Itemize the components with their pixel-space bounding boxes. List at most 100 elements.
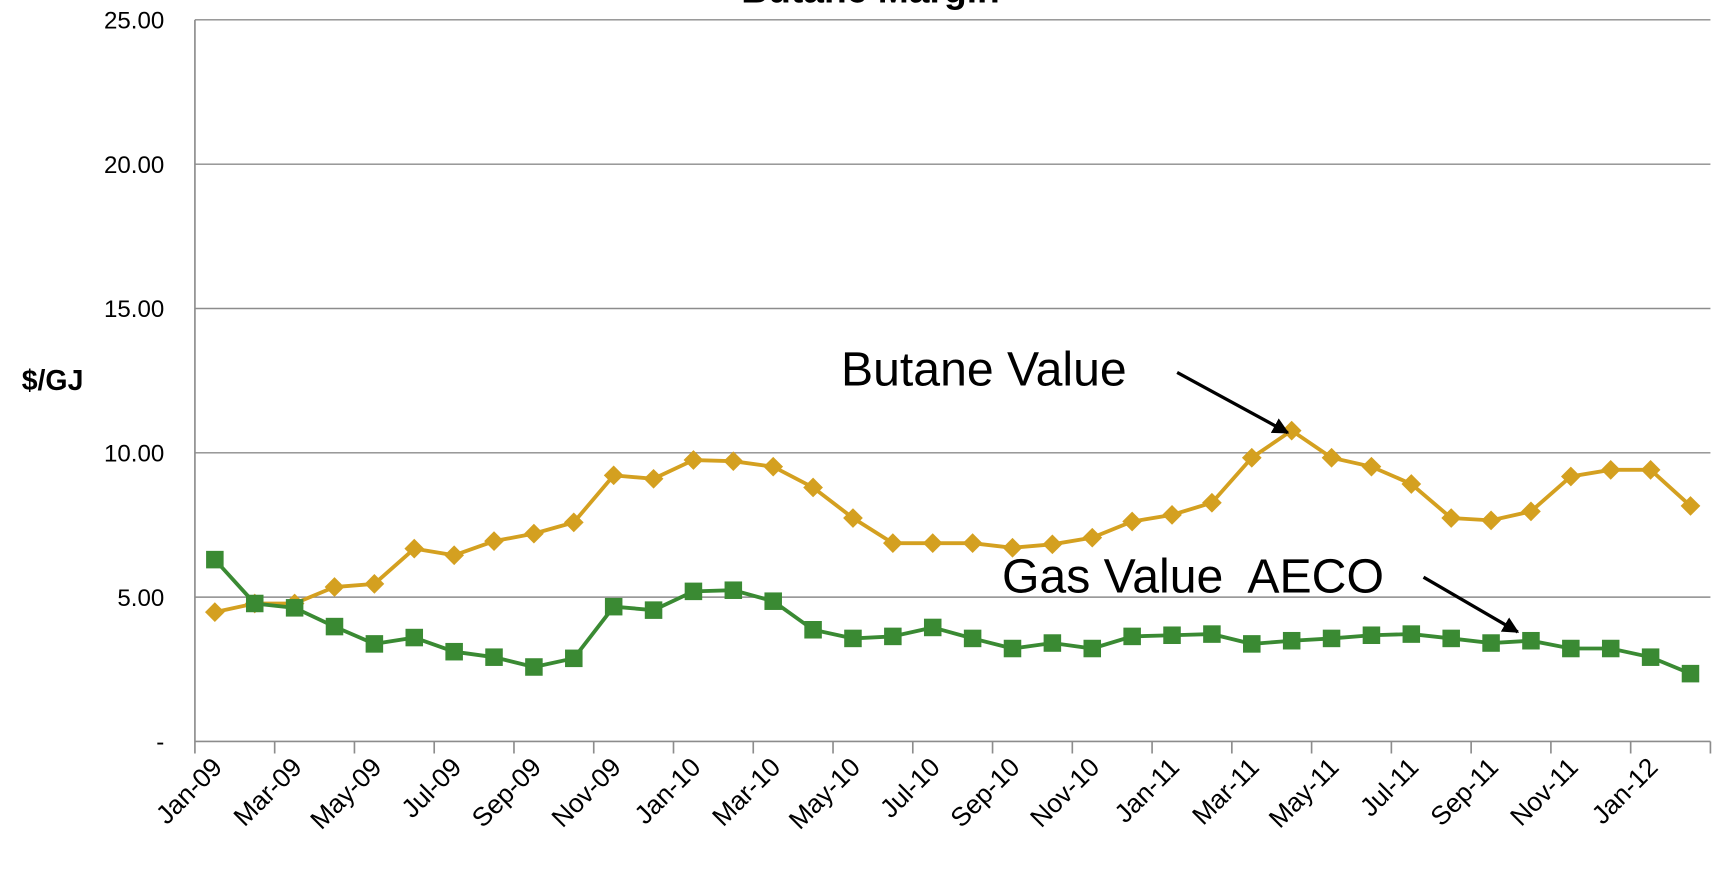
y-tick-label: 25.00 [104,8,164,35]
marker-diamond [484,531,504,551]
marker-square [684,582,703,601]
marker-square [724,581,743,599]
marker-diamond [1401,474,1422,494]
marker-square [1322,629,1341,648]
marker-diamond [563,512,584,533]
marker-square [1083,639,1102,658]
marker-square [1442,629,1460,648]
x-tick-label: May-11 [1263,752,1345,834]
marker-diamond [683,450,704,470]
x-tick-label: Jul-10 [874,752,946,824]
marker-square [1402,625,1421,643]
x-tick-label: Sep-09 [466,752,547,833]
marker-square [1681,664,1700,683]
y-tick-label: 15.00 [104,296,164,323]
x-tick-label: Mar-11 [1186,752,1265,831]
series-line [213,558,1692,676]
annotation: Gas Value AECO [1002,550,1384,604]
marker-diamond [524,523,544,544]
marker-diamond [1481,510,1501,531]
marker-diamond [1082,527,1103,548]
y-tick-label: - [156,729,164,756]
marker-diamond [962,533,983,554]
marker-square [1562,639,1580,658]
marker-diamond [1122,511,1142,532]
marker-square [206,550,224,569]
x-tick-label: Jul-11 [1354,752,1424,822]
marker-square [325,617,344,636]
marker-square [1163,626,1181,645]
marker-diamond [882,533,903,554]
marker-diamond [1680,496,1701,516]
marker-diamond [1002,537,1023,558]
x-tick-label: Sep-10 [944,752,1025,833]
annotation: Butane Value [841,343,1127,397]
marker-square [1123,627,1141,646]
marker-square [804,620,822,639]
marker-square [1362,626,1381,645]
x-tick-label: Jul-09 [395,752,467,824]
marker-diamond [1361,456,1382,477]
marker-square [1522,631,1540,650]
x-tick-label: Jan-09 [150,752,228,830]
marker-diamond [643,468,664,489]
x-tick-label: Mar-10 [706,752,786,832]
x-tick-label: May-09 [304,752,387,835]
marker-square [1641,648,1660,666]
marker-square [405,628,424,647]
chart-title: Butane Margin [741,0,999,10]
marker-diamond [324,577,345,597]
y-axis-label: $/GJ [22,365,84,397]
x-tick-label: May-10 [783,752,866,835]
marker-square [923,618,942,637]
marker-square [644,601,663,619]
x-tick-label: Nov-10 [1024,752,1105,833]
marker-diamond [444,545,465,566]
marker-diamond [1321,447,1342,468]
marker-square [285,599,304,617]
marker-diamond [205,602,225,623]
marker-diamond [763,456,784,477]
marker-diamond [843,508,863,528]
marker-diamond [1640,459,1661,480]
marker-diamond [1162,505,1182,525]
annotation-arrow [1176,370,1290,435]
x-tick-label: Sep-11 [1424,752,1504,832]
marker-square [1482,634,1500,652]
marker-diamond [1202,492,1222,513]
x-tick-label: Jan-10 [628,752,706,830]
marker-square [764,592,782,610]
y-tick-label: 10.00 [104,441,164,468]
marker-diamond [723,451,744,472]
marker-diamond [922,533,943,554]
marker-square [604,597,623,616]
marker-square [1282,631,1301,650]
marker-square [445,642,463,661]
marker-square [1043,634,1062,652]
marker-square [1601,639,1620,658]
marker-diamond [1521,501,1541,522]
marker-diamond [1600,459,1621,480]
marker-square [844,629,862,648]
marker-diamond [364,574,385,594]
x-tick-label: Nov-11 [1504,752,1584,832]
marker-square [365,635,384,653]
y-tick-label: 5.00 [117,585,164,612]
marker-square [1203,625,1221,643]
marker-square [1243,635,1261,653]
marker-square [525,658,543,676]
series-line [214,428,1692,615]
marker-diamond [1560,466,1581,487]
marker-square [245,594,264,613]
marker-square [565,649,583,668]
marker-diamond [803,477,823,498]
x-tick-label: Jan-11 [1108,752,1185,829]
marker-square [963,629,982,648]
marker-diamond [1042,534,1063,555]
annotation-arrow [1422,575,1520,634]
marker-diamond [1441,508,1462,528]
marker-square [884,627,902,646]
x-tick-label: Mar-09 [228,752,308,832]
x-tick-label: Nov-09 [546,752,627,833]
